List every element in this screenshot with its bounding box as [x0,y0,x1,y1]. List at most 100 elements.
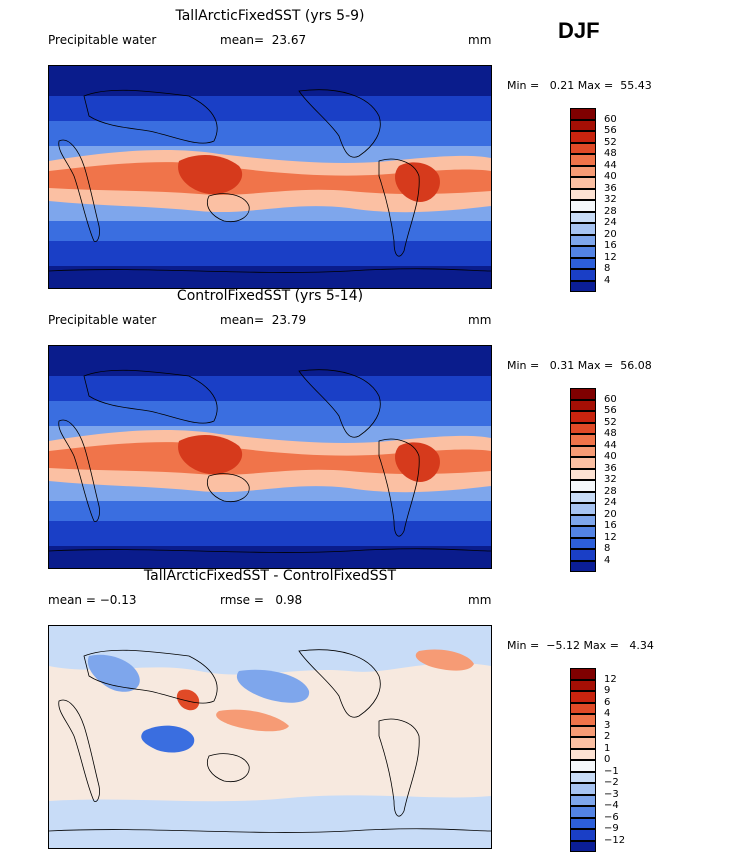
colorbar-swatch [570,726,596,738]
colorbar-swatch [570,457,596,469]
colorbar-swatch [570,549,596,561]
colorbar-swatch [570,760,596,772]
colorbar-tick-label: 32 [604,474,617,485]
max-label: Max = [578,359,613,372]
panel-difference: TallArcticFixedSST - ControlFixedSST mea… [0,568,733,848]
colorbar-tick-label: 2 [604,731,610,742]
colorbar-swatch [570,177,596,189]
colorbar-swatch [570,806,596,818]
colorbar-swatch [570,492,596,504]
min-max: Min = −5.12 Max = 4.34 [507,639,654,652]
colorbar-tick-label: 9 [604,685,610,696]
colorbar-swatch [570,703,596,715]
colorbar-tick-label: −1 [604,766,619,777]
colorbar-tick-label: 12 [604,532,617,543]
panel-title: TallArcticFixedSST (yrs 5-9) [48,8,492,24]
colorbar-swatch [570,515,596,527]
colorbar-tick-label: 6 [604,697,610,708]
colorbar-swatch [570,400,596,412]
colorbar-tick-label: −12 [604,835,625,846]
colorbar-tick-label: 0 [604,754,610,765]
mean-label: mean= [220,313,264,327]
map-field-svg [49,66,491,288]
colorbar-swatch [570,388,596,400]
colorbar-swatch [570,189,596,201]
panel-tall-arctic: TallArcticFixedSST (yrs 5-9) Precipitabl… [0,8,733,288]
colorbar-swatch [570,131,596,143]
min-max: Min = 0.21 Max = 55.43 [507,79,652,92]
colorbar-tick-label: −9 [604,823,619,834]
colorbar-tick-label: −4 [604,800,619,811]
panel-title: TallArcticFixedSST - ControlFixedSST [48,568,492,584]
diff-mean-label: mean = [48,593,96,607]
colorbar-swatch [570,235,596,247]
colorbar-tick-label: 60 [604,114,617,125]
colorbar-swatch [570,503,596,515]
min-label: Min = [507,359,539,372]
colorbar-tick-label: 52 [604,137,617,148]
max-value: 56.08 [620,359,652,372]
map-field-svg [49,626,491,848]
colorbar-tick-label: −6 [604,812,619,823]
max-label: Max = [578,79,613,92]
colorbar-swatch [570,446,596,458]
colorbar-tick-label: 48 [604,428,617,439]
colorbar-tick-label: 12 [604,674,617,685]
mean-value: 23.67 [272,33,306,47]
colorbar-swatch [570,538,596,550]
colorbar-tick-label: 48 [604,148,617,159]
colorbar-swatch [570,680,596,692]
max-label: Max = [583,639,618,652]
colorbar-tick-label: 36 [604,463,617,474]
colorbar-tick-label: 3 [604,720,610,731]
colorbar-tick-label: 24 [604,217,617,228]
colorbar-swatch [570,200,596,212]
colorbar-tick-label: 60 [604,394,617,405]
min-max: Min = 0.31 Max = 56.08 [507,359,652,372]
units-label: mm [468,313,491,327]
colorbar-tick-label: 40 [604,451,617,462]
panel-control: ControlFixedSST (yrs 5-14) Precipitable … [0,288,733,568]
colorbar-swatch [570,818,596,830]
map-control [48,345,492,569]
colorbar-swatch [570,411,596,423]
colorbar-swatch [570,246,596,258]
colorbar-tick-label: 24 [604,497,617,508]
colorbar-tick-label: 4 [604,555,610,566]
colorbar-tick-label: 44 [604,160,617,171]
min-value: −5.12 [546,639,580,652]
colorbar-swatch [570,841,596,852]
map-field-svg [49,346,491,568]
colorbar-swatch [570,154,596,166]
variable-label: Precipitable water [48,33,156,47]
colorbar-swatch [570,714,596,726]
colorbar-tick-label: 52 [604,417,617,428]
colorbar-swatch [570,469,596,481]
colorbar-swatch [570,143,596,155]
colorbar-swatch [570,108,596,120]
colorbar-swatch [570,795,596,807]
colorbar-tick-label: 16 [604,520,617,531]
colorbar-tick-label: 44 [604,440,617,451]
mean-stat: mean= 23.79 [220,313,306,327]
colorbar-tick-label: 16 [604,240,617,251]
min-label: Min = [507,639,539,652]
map-difference [48,625,492,849]
max-value: 4.34 [629,639,654,652]
max-value: 55.43 [620,79,652,92]
colorbar-tick-label: 4 [604,708,610,719]
colorbar-tick-label: 1 [604,743,610,754]
colorbar-swatch [570,737,596,749]
colorbar-tick-label: 8 [604,263,610,274]
colorbar-swatch [570,526,596,538]
min-value: 0.31 [550,359,575,372]
colorbar-tick-label: 4 [604,275,610,286]
colorbar-swatch [570,258,596,270]
colorbar-tick-label: 12 [604,252,617,263]
colorbar-tick-label: 56 [604,125,617,136]
diff-mean-value: −0.13 [100,593,137,607]
colorbar-swatch [570,480,596,492]
rmse-stat: rmse = 0.98 [220,593,302,607]
colorbar-tick-label: 40 [604,171,617,182]
mean-stat: mean= 23.67 [220,33,306,47]
